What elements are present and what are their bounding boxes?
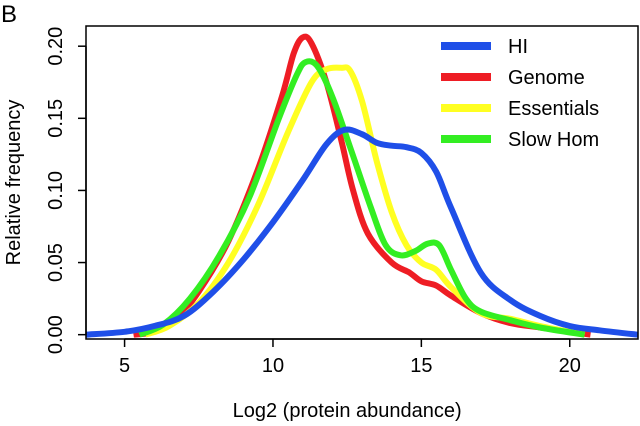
y-tick-label: 0.20: [45, 27, 67, 66]
legend-label: HI: [508, 36, 528, 58]
x-axis: 5 10 15 20: [119, 338, 581, 377]
x-tick-label: 10: [262, 355, 284, 377]
y-tick-label: 0.05: [45, 243, 67, 282]
legend: HI Genome Essentials Slow Hom: [441, 36, 599, 151]
legend-label: Essentials: [508, 98, 599, 120]
x-tick-label: 5: [119, 355, 130, 377]
y-tick-label: 0.15: [45, 99, 67, 138]
series-line-hi: [85, 126, 639, 338]
x-axis-label: Log2 (protein abundance): [233, 400, 462, 422]
series-lines: [85, 33, 639, 338]
y-axis-label: Relative frequency: [3, 100, 25, 266]
legend-label: Slow Hom: [508, 129, 599, 151]
x-tick-label: 15: [410, 355, 432, 377]
x-tick-label: 20: [559, 355, 581, 377]
panel-letter: B: [1, 1, 17, 28]
y-tick-label: 0.00: [45, 315, 67, 354]
y-axis: 0.00 0.05 0.10 0.15 0.20: [45, 27, 87, 354]
legend-label: Genome: [508, 67, 585, 89]
series-line-slow-hom: [138, 58, 586, 338]
y-tick-label: 0.10: [45, 171, 67, 210]
